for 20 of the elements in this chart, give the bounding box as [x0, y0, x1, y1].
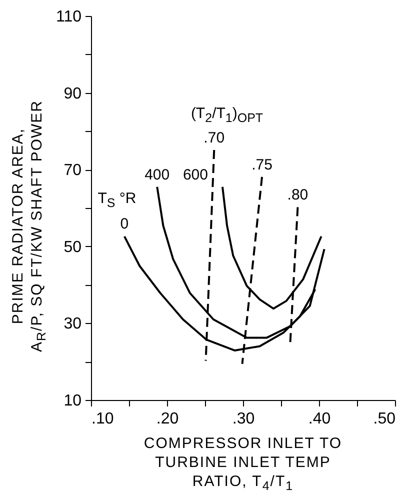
y-tick-label: 70: [64, 162, 82, 180]
annotation: (T$_{2}$/T$_{1}$)$_{OPT}$: [190, 105, 264, 125]
series-label: 600: [182, 166, 208, 184]
x-tick-label: .10: [92, 410, 114, 428]
y-tick-label: 50: [64, 238, 82, 256]
annotation: T$_{S}$ °R: [98, 190, 136, 210]
y-tick-label: 10: [64, 392, 82, 410]
series-label: .80: [287, 186, 308, 204]
series-label: .70: [204, 130, 225, 147]
series-label: 400: [144, 166, 170, 184]
series-label: 0: [120, 216, 129, 233]
y-tick-label: 90: [64, 85, 82, 102]
x-tick-label: .40: [308, 410, 331, 428]
x-axis-title: COMPRESSOR INLET TO TURBINE INLET TEMP RATIO, T$_{4}$/T$_{1}$: [144, 434, 342, 491]
x-tick-label: .20: [156, 410, 179, 428]
y-tick-label: 110: [56, 8, 82, 26]
y-tick-label: 30: [64, 316, 82, 333]
x-tick-label: .30: [232, 410, 255, 428]
series-label: .75: [252, 156, 272, 174]
x-tick-label: .50: [373, 410, 396, 428]
